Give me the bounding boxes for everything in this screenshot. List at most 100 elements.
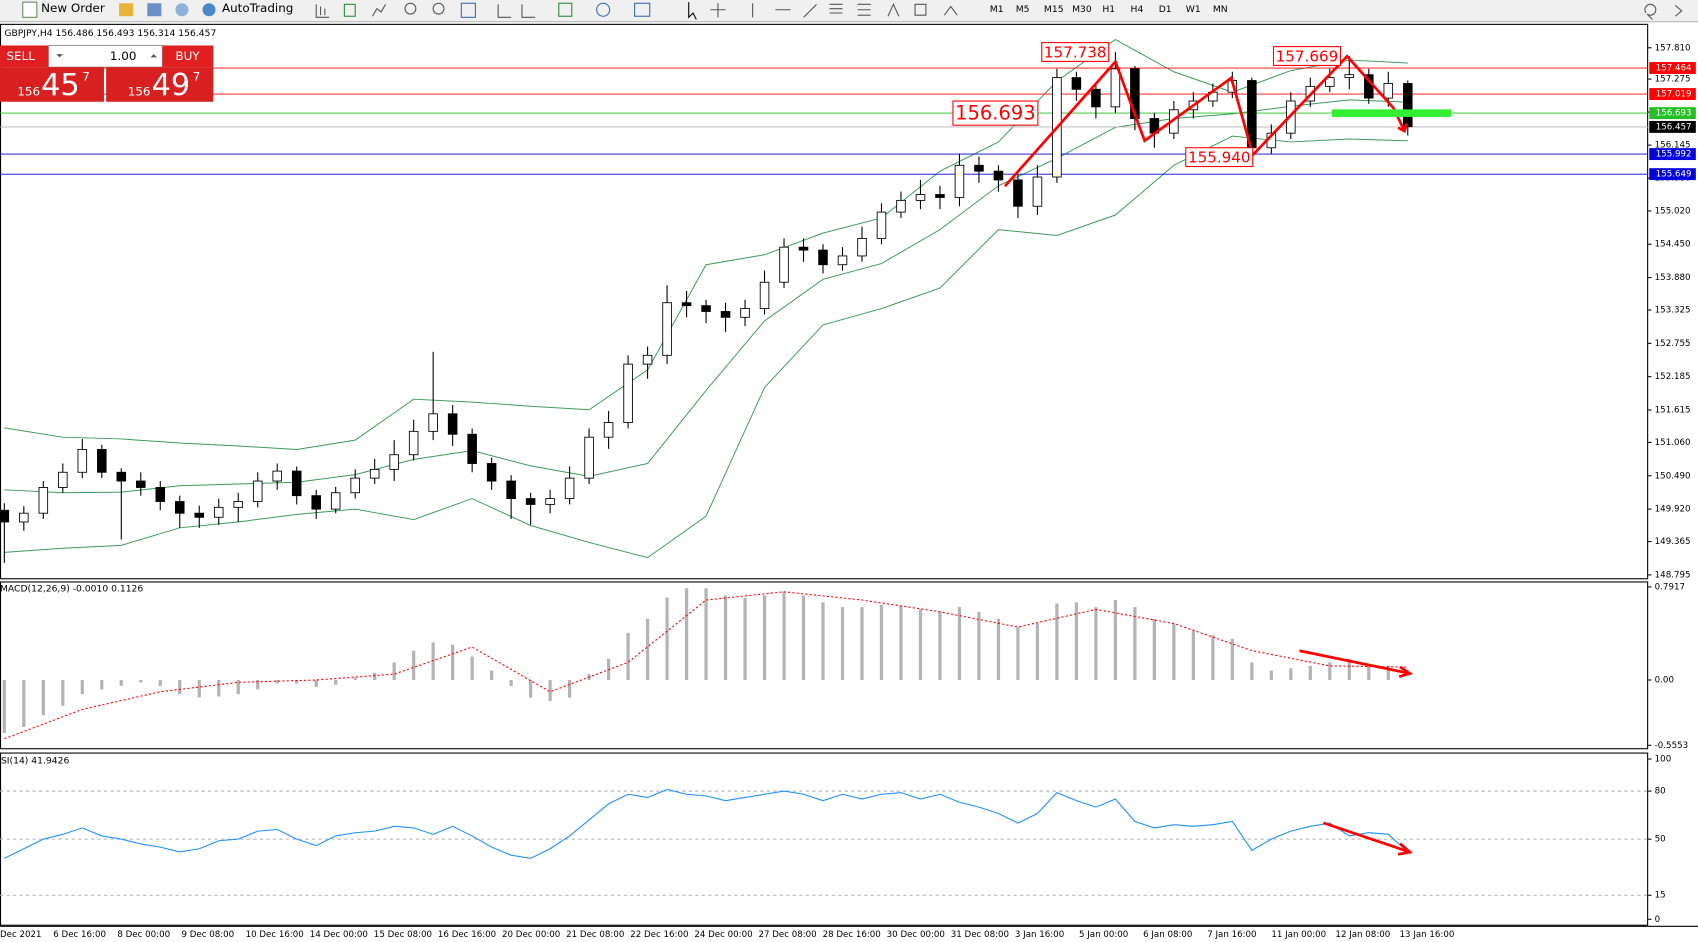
candle-body	[506, 480, 516, 500]
y-tick-label: 153.325	[1655, 306, 1691, 316]
sell-button[interactable]	[0, 45, 49, 68]
templates-icon[interactable]	[634, 2, 651, 17]
candle-body	[915, 194, 926, 201]
candle-body	[136, 480, 146, 488]
timeframe-button[interactable]: M30	[1072, 4, 1092, 15]
candle-body	[116, 471, 127, 482]
zoom-in-icon[interactable]	[404, 2, 417, 15]
candle-body	[642, 354, 653, 365]
price-line-label: 157.019	[1656, 90, 1692, 100]
chart-bar-icon[interactable]	[315, 4, 330, 18]
cursor-icon[interactable]	[688, 2, 697, 20]
x-tick-label: 14 Dec 00:00	[310, 930, 368, 940]
channel-icon[interactable]	[857, 3, 871, 16]
toolbar-icon[interactable]	[175, 3, 189, 17]
y-tick-label: 152.755	[1655, 339, 1691, 349]
timeframe-button[interactable]: M5	[1016, 4, 1030, 15]
y-tick-label: 155.020	[1655, 206, 1691, 216]
candle-body	[818, 249, 828, 266]
fibo-icon[interactable]	[829, 3, 843, 14]
annotations: 157.738 156.693 155.940 157.669	[952, 42, 1342, 168]
candle-body	[1344, 74, 1355, 79]
x-tick-label: 28 Dec 16:00	[823, 930, 881, 940]
draw-icons[interactable]	[752, 3, 817, 18]
candle-body	[545, 498, 555, 505]
timeframe-button[interactable]: M15	[1044, 4, 1064, 15]
candle-body	[272, 470, 282, 482]
y-tick-label: 148.795	[1655, 570, 1691, 580]
candle-body	[779, 246, 789, 283]
scroll-icon[interactable]	[497, 4, 535, 18]
timeframe-button[interactable]: W1	[1186, 4, 1201, 15]
candle-body	[798, 246, 809, 251]
candle-body	[1032, 176, 1043, 207]
candle-body	[681, 302, 692, 307]
bid-price-box[interactable]	[0, 67, 104, 102]
candle-body	[1325, 77, 1335, 87]
lots-input[interactable]	[48, 44, 163, 68]
line-icon[interactable]	[372, 4, 386, 17]
x-tick-label: 12 Jan 08:00	[1335, 930, 1390, 940]
candles-icon[interactable]	[343, 3, 356, 17]
buy-button[interactable]	[162, 45, 214, 68]
lots-up[interactable]	[150, 54, 158, 58]
timeframe-button[interactable]: H4	[1131, 4, 1144, 15]
arrows-icon[interactable]	[943, 5, 958, 16]
candle-body	[1071, 77, 1082, 90]
y-tick-label: 80	[1655, 787, 1666, 797]
periods-icon[interactable]	[596, 2, 611, 17]
new-order-icon	[22, 1, 38, 18]
new-order-button[interactable]: New Order	[22, 1, 105, 18]
candle-body	[1013, 179, 1023, 207]
candle-body	[896, 199, 906, 213]
y-tick-label: 157.275	[1655, 75, 1691, 85]
crosshair-icon[interactable]	[710, 3, 726, 18]
sell-label: SELL	[6, 49, 35, 63]
y-tick-label: 149.920	[1655, 505, 1691, 515]
timeframe-button[interactable]: M1	[990, 4, 1004, 15]
candle-body	[97, 449, 107, 473]
macd-title: MACD(12,26,9) -0.0010 0.1126	[0, 584, 143, 595]
indicators-icon[interactable]	[558, 2, 573, 17]
annotation-box	[1185, 147, 1254, 168]
annotation-label: 157.669	[1276, 48, 1339, 66]
candle-body	[603, 422, 614, 438]
auto-trading-button[interactable]: AutoTrading	[202, 1, 294, 17]
candle-body	[0, 509, 10, 523]
candle-body	[720, 311, 731, 318]
candle-body	[1110, 68, 1121, 108]
toolbar-icon[interactable]	[147, 3, 162, 17]
timeframe-button[interactable]: D1	[1159, 4, 1172, 15]
candle-body	[194, 512, 205, 518]
candle-body	[837, 255, 848, 266]
text-icons[interactable]	[887, 3, 927, 17]
search-icons[interactable]	[1644, 3, 1683, 20]
lots-down[interactable]	[56, 54, 63, 58]
zoom-out-icon[interactable]	[432, 2, 445, 15]
macd-arrow	[1299, 649, 1414, 679]
macd-signal	[4, 591, 1408, 740]
candle-body	[1130, 68, 1140, 119]
annotation-box	[952, 100, 1039, 126]
x-tick-label: 6 Jan 08:00	[1143, 930, 1192, 940]
ask-price-box[interactable]	[106, 67, 214, 102]
timeframe-button[interactable]: H1	[1102, 4, 1115, 15]
annotation-label: 157.738	[1044, 44, 1107, 62]
price-line-label: 156.457	[1656, 122, 1692, 132]
annotation-label: 155.940	[1188, 149, 1251, 167]
toolbar-icon[interactable]	[119, 3, 134, 17]
macd-panel-frame	[0, 581, 1649, 750]
axes: 157.810157.275156.710156.145155.580155.0…	[0, 43, 1696, 940]
support-zone	[1331, 109, 1452, 117]
timeframe-button[interactable]: MN	[1213, 4, 1228, 15]
candle-body	[291, 470, 302, 497]
x-tick-label: 30 Dec 00:00	[887, 930, 945, 940]
price-line-label: 157.464	[1656, 64, 1692, 74]
candle-body	[330, 492, 341, 510]
candle-body	[525, 498, 536, 505]
auto-trading-label: AutoTrading	[222, 1, 293, 15]
tile-icon[interactable]	[460, 2, 476, 18]
candle-body	[369, 468, 380, 479]
